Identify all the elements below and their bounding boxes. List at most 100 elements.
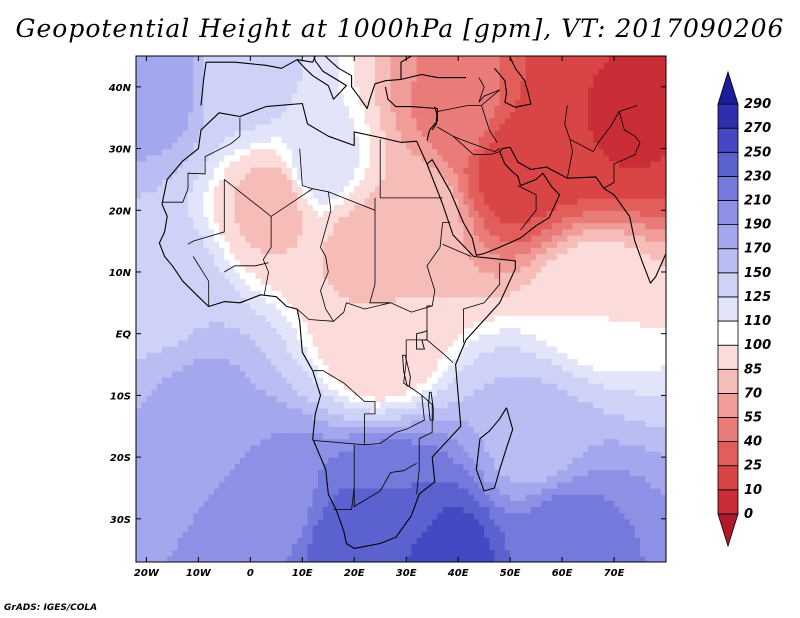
border-15 (333, 487, 355, 510)
lon-axis: 20W 10W 0 10E 20E 30E 40E 50E 60E 70E (134, 56, 625, 579)
border-23 (452, 135, 500, 153)
lon-tick-label: 0 (247, 568, 254, 579)
height-field (136, 56, 666, 562)
colorbar-swatch (717, 70, 739, 105)
lon-tick-label: 40E (447, 568, 469, 579)
colorbar-label: 270 (744, 121, 771, 136)
colorbar-label: 230 (744, 169, 771, 184)
lat-tick-label: 30S (110, 515, 131, 526)
colorbar-swatch (717, 320, 739, 346)
border-10 (224, 262, 269, 273)
colorbar-swatch (717, 296, 739, 322)
coastline-9 (431, 106, 438, 131)
colorbar-swatch (717, 200, 739, 226)
lon-tick-label: 60E (552, 568, 573, 579)
border-22 (437, 89, 500, 112)
lon-tick-label: 20W (134, 568, 160, 579)
coastline-8 (400, 56, 412, 80)
plot-frame (135, 55, 667, 563)
border-0 (162, 162, 206, 203)
colorbar-swatch (717, 103, 739, 129)
colorbar-label: 40 (743, 435, 762, 450)
lon-tick-label: 20E (344, 568, 365, 579)
colorbar: 0 10 25 40 55 70 85 100 110 125 150 170 190 210 230 250… (717, 70, 771, 548)
colorbar-swatch (717, 248, 739, 274)
colorbar-swatch (717, 417, 739, 443)
border-31 (478, 77, 485, 103)
border-13 (312, 370, 376, 446)
lat-tick-label: 10N (109, 268, 132, 279)
border-24 (481, 105, 498, 143)
lat-tick-label: 10S (110, 391, 131, 402)
lat-tick-label: 20N (109, 206, 132, 217)
coastline-3 (324, 56, 466, 110)
colorbar-swatch (717, 368, 739, 394)
colorbar-swatch (717, 513, 739, 548)
lat-axis: 40N 30N 20N 10N EQ 10S 20S 30S (108, 83, 666, 526)
coastline-7 (494, 56, 532, 108)
coastline-2 (296, 56, 347, 100)
border-11 (192, 256, 210, 307)
colorbar-label: 125 (744, 290, 771, 305)
border-25 (437, 126, 500, 156)
coastlines (158, 56, 666, 549)
border-14 (353, 444, 417, 508)
colorbar-swatch (717, 272, 739, 298)
map-title: Geopotential Height at 1000hPa [gpm], VT… (15, 14, 785, 43)
lat-tick-label: 30N (109, 145, 132, 156)
border-29 (603, 111, 641, 189)
colorbar-swatch (717, 392, 739, 418)
colorbar-swatch (717, 127, 739, 153)
colorbar-label: 70 (744, 386, 762, 401)
credit-text: GrADS: IGES/COLA (4, 603, 98, 613)
lon-tick-label: 30E (396, 568, 417, 579)
border-9 (262, 216, 272, 295)
border-8 (320, 191, 334, 322)
border-2 (187, 179, 225, 245)
colorbar-label: 25 (744, 459, 762, 474)
colorbar-swatch (717, 489, 739, 515)
lat-tick-label: 20S (110, 453, 131, 464)
border-4 (299, 148, 313, 190)
colorbar-label: 170 (744, 242, 771, 257)
colorbar-label: 100 (744, 338, 771, 353)
coastline-1 (200, 56, 316, 106)
border-28 (569, 105, 638, 153)
colorbar-swatch (717, 441, 739, 467)
colorbar-swatch (717, 151, 739, 177)
colorbar-label: 290 (744, 97, 771, 112)
colorbar-label: 110 (744, 314, 771, 329)
lake-1 (402, 354, 411, 387)
lat-tick-label: EQ (116, 330, 132, 341)
border-17 (416, 395, 433, 495)
coastline-6 (475, 407, 514, 492)
border-12 (296, 302, 391, 322)
lake-0 (416, 329, 428, 350)
lon-tick-label: 10W (186, 568, 212, 579)
colorbar-swatch (717, 224, 739, 250)
lon-tick-label: 10E (292, 568, 313, 579)
colorbar-swatch (717, 344, 739, 370)
colorbar-label: 250 (744, 145, 771, 160)
colorbar-label: 0 (744, 507, 753, 522)
border-26 (478, 89, 500, 103)
colorbar-swatch (717, 465, 739, 491)
lake-2 (428, 391, 434, 421)
colorbar-label: 210 (744, 194, 771, 209)
colorbar-label: 150 (744, 266, 771, 281)
colorbar-label: 10 (744, 483, 762, 498)
border-16 (364, 339, 425, 446)
border-1 (204, 117, 241, 163)
lon-tick-label: 50E (500, 568, 521, 579)
coastline-4 (384, 86, 438, 141)
coastline-5 (426, 146, 666, 284)
border-20 (463, 262, 501, 343)
coastline-0 (158, 102, 516, 549)
colorbar-label: 55 (744, 411, 762, 426)
colorbar-label: 190 (744, 218, 771, 233)
colorbar-label: 85 (744, 362, 762, 377)
border-19 (426, 339, 454, 363)
border-21 (442, 243, 472, 257)
border-30 (517, 185, 537, 231)
